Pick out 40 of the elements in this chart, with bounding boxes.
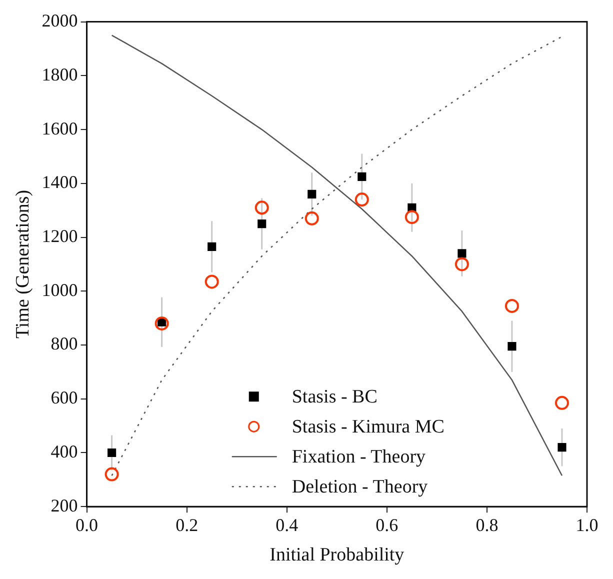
legend-label: Stasis - Kimura MC [292, 416, 444, 438]
x-tick-label: 0.6 [376, 515, 398, 536]
x-tick-label: 0.4 [276, 515, 298, 536]
point [254, 200, 269, 215]
y-tick-label: 1200 [42, 226, 78, 246]
y-tick-label: 2000 [42, 10, 78, 31]
point [108, 448, 116, 458]
point [404, 210, 419, 224]
legend-label: Stasis - BC [292, 386, 378, 408]
point [208, 242, 216, 251]
y-tick-label: 1400 [42, 172, 78, 192]
x-axis-title: Initial Probability [270, 544, 405, 566]
y-axis-title: Time (Generations) [12, 190, 34, 339]
point [154, 316, 169, 330]
x-tick-label: 0.0 [76, 515, 98, 536]
y-tick-label: 1000 [42, 280, 78, 300]
point [354, 192, 369, 207]
point [454, 257, 469, 272]
x-tick-label: 0.2 [176, 515, 198, 536]
legend-label: Fixation - Theory [292, 446, 426, 468]
point [258, 220, 266, 228]
point [504, 298, 519, 313]
y-tick-label: 400 [50, 441, 78, 462]
point [558, 443, 566, 452]
point [308, 190, 316, 198]
point [554, 396, 569, 410]
point [104, 467, 119, 482]
y-tick-label: 1600 [42, 118, 78, 138]
point [508, 342, 516, 351]
x-tick-label: 0.8 [476, 515, 498, 536]
point [358, 172, 366, 181]
point [204, 274, 219, 289]
legend-label: Deletion - Theory [292, 476, 428, 498]
point [304, 211, 319, 226]
y-tick-label: 1800 [42, 64, 78, 84]
y-tick-label: 800 [50, 334, 78, 354]
y-tick-label: 200 [50, 495, 78, 516]
point [458, 249, 466, 258]
x-tick-label: 1.0 [576, 515, 598, 536]
y-tick-label: 600 [50, 388, 78, 408]
